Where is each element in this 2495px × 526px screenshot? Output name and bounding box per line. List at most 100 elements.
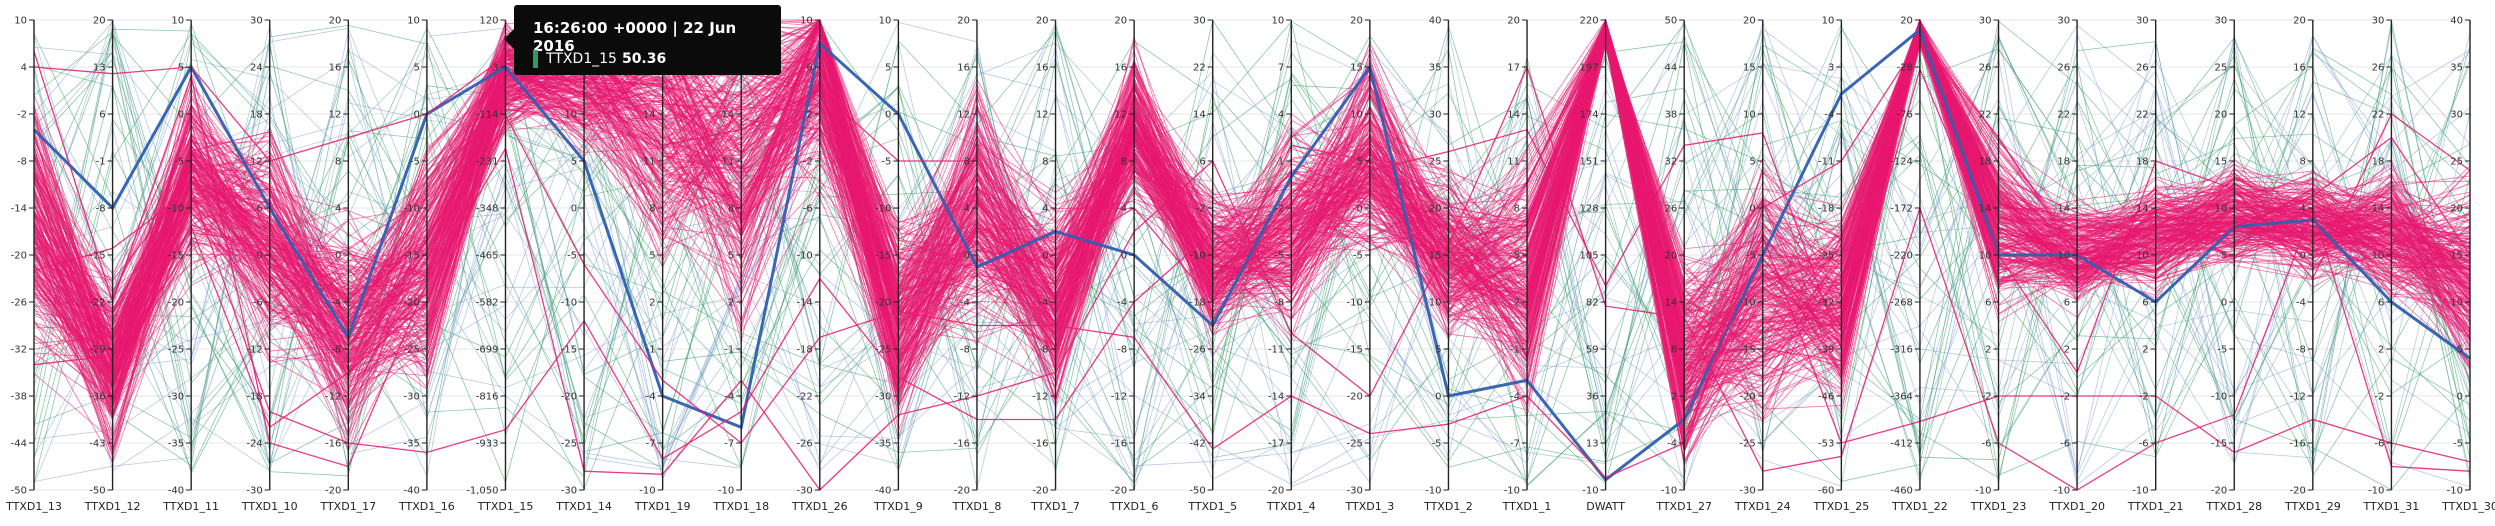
- tick-label: 26: [2057, 63, 2070, 74]
- tick-label: 5: [728, 251, 734, 262]
- axis-label: TTXD1_30: [2441, 500, 2495, 513]
- tick-label: 5: [649, 251, 655, 262]
- tick-label: 20: [329, 16, 342, 27]
- tick-label: 20: [1114, 16, 1127, 27]
- context-line: [33, 21, 2471, 484]
- axis-ttxd1-23: 30 26 22 18 14 10 6 2 -2 -6 -10 TTXD1_23: [1970, 16, 2027, 514]
- tick-label: 12: [957, 110, 970, 121]
- tick-label: 20: [2215, 110, 2228, 121]
- tick-label: 8: [1514, 204, 1520, 215]
- tick-label: -15: [1347, 345, 1363, 356]
- series-line: [33, 27, 2471, 398]
- tick-label: -5: [1746, 251, 1756, 262]
- tick-label: 6: [806, 63, 812, 74]
- axis-ttxd1-9: 10 5 0 -5 -10 -15 -20 -25 -30 -35 -40 TTXD1_9: [873, 16, 923, 514]
- tick-label: -20: [168, 298, 184, 309]
- tick-label: -36: [89, 392, 105, 403]
- tick-label: -34: [1189, 392, 1205, 403]
- tick-label: -40: [168, 486, 184, 497]
- tick-label: -25: [404, 345, 420, 356]
- tick-label: -25: [1739, 439, 1755, 450]
- axis-ttxd1-5: 30 22 14 6 -2 -10 -18 -26 -34 -42 -50 TTXD1_5: [1187, 16, 1237, 514]
- tick-label: -5: [881, 157, 891, 168]
- tick-label: 8: [2299, 157, 2305, 168]
- tick-label: 26: [2136, 63, 2149, 74]
- tick-label: -20: [954, 486, 970, 497]
- tick-label: 13: [93, 63, 106, 74]
- axis-label: DWATT: [1586, 500, 1625, 513]
- tick-label: -76: [1897, 110, 1913, 121]
- tick-label: -6: [253, 298, 263, 309]
- tick-label: 0: [1121, 251, 1127, 262]
- tick-label: -8: [1274, 298, 1284, 309]
- tick-label: -50: [1189, 486, 1205, 497]
- tick-label: -20: [1739, 392, 1755, 403]
- tick-label: -6: [803, 204, 813, 215]
- tick-label: -22: [796, 392, 812, 403]
- tick-label: 26: [2372, 63, 2385, 74]
- tick-label: -40: [875, 486, 891, 497]
- tick-label: 12: [1036, 110, 1049, 121]
- tooltip-series-name: TTXD1_15: [546, 51, 617, 67]
- tick-label: 20: [1350, 16, 1363, 27]
- tick-label: -460: [1890, 486, 1913, 497]
- tick-label: 16: [1114, 63, 1127, 74]
- tick-label: -20: [561, 392, 577, 403]
- tick-label: -10: [1975, 486, 1991, 497]
- tick-label: -124: [1890, 157, 1913, 168]
- tick-label: -220: [1890, 251, 1913, 262]
- tick-label: 14: [1979, 204, 1992, 215]
- tick-label: -15: [561, 345, 577, 356]
- axis-label: TTXD1_4: [1266, 500, 1316, 513]
- tick-label: -412: [1890, 439, 1913, 450]
- tick-label: 20: [1743, 16, 1756, 27]
- tick-label: -30: [561, 486, 577, 497]
- tick-label: -4: [724, 392, 734, 403]
- tick-label: 30: [1979, 16, 1992, 27]
- tick-label: 30: [2136, 16, 2149, 27]
- tick-label: -20: [2289, 486, 2305, 497]
- tick-label: 16: [1036, 63, 1049, 74]
- tick-label: 20: [1429, 204, 1442, 215]
- axis-label: TTXD1_1: [1502, 500, 1552, 513]
- tick-label: 13: [1586, 439, 1599, 450]
- tick-label: 36: [1586, 392, 1599, 403]
- tick-label: -35: [404, 439, 420, 450]
- tick-label: 20: [1036, 16, 1049, 27]
- tick-label: -18: [246, 392, 262, 403]
- tick-label: 197: [1580, 63, 1599, 74]
- axis-ttxd1-12: 20 13 6 -1 -8 -15 -22 -29 -36 -43 -50 TTXD1_12: [84, 16, 141, 514]
- tick-label: 0: [2221, 298, 2227, 309]
- tick-label: 3: [492, 63, 498, 74]
- tick-label: 8: [649, 204, 655, 215]
- tick-label: -26: [796, 439, 812, 450]
- tick-label: -10: [1425, 486, 1441, 497]
- axis-label: TTXD1_31: [2363, 500, 2420, 513]
- series-line: [33, 28, 2471, 395]
- tick-label: 35: [1429, 63, 1442, 74]
- axis-label: TTXD1_18: [712, 500, 769, 513]
- axis-ttxd1-20: 30 26 22 18 14 10 6 2 -2 -6 -10 TTXD1_20: [2048, 16, 2105, 514]
- tick-label: -268: [1890, 298, 1913, 309]
- tick-label: -14: [1268, 392, 1284, 403]
- tick-label: -20: [404, 298, 420, 309]
- tick-label: 22: [1979, 110, 1992, 121]
- tick-label: -4: [1039, 298, 1049, 309]
- tick-label: -2: [803, 157, 813, 168]
- tick-label: -10: [168, 204, 184, 215]
- tick-label: -32: [11, 345, 27, 356]
- tick-label: 5: [2221, 251, 2227, 262]
- tick-label: -16: [325, 439, 341, 450]
- tick-label: -10: [1582, 486, 1598, 497]
- tick-label: 4: [1278, 110, 1284, 121]
- tick-label: 0: [964, 251, 970, 262]
- tick-label: 10: [879, 16, 892, 27]
- tick-label: -2: [2060, 392, 2070, 403]
- tick-label: 10: [1429, 298, 1442, 309]
- tick-label: 22: [1193, 63, 1206, 74]
- tick-label: 30: [2372, 16, 2385, 27]
- axis-label: TTXD1_22: [1891, 500, 1948, 513]
- tick-label: 2: [2064, 345, 2070, 356]
- tick-label: 17: [1507, 63, 1520, 74]
